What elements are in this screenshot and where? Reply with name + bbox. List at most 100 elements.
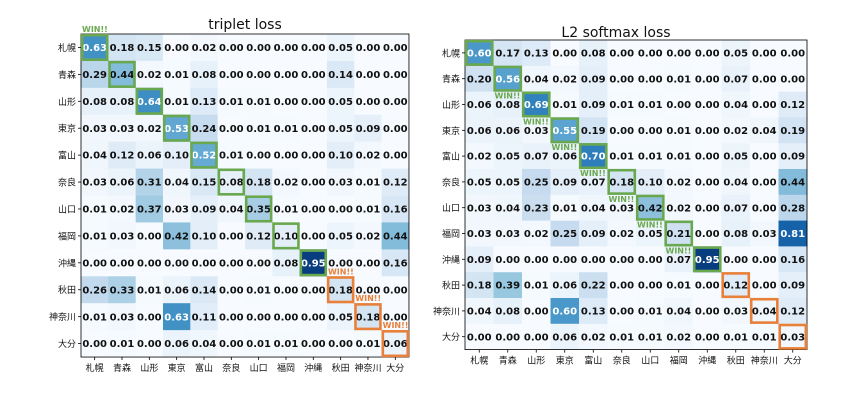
heatmap-cell — [579, 143, 608, 170]
win-highlight-box — [80, 33, 109, 62]
cell-value-label: 0.00 — [524, 255, 549, 266]
heatmap-cell — [381, 222, 410, 250]
heatmap-cell — [550, 220, 580, 247]
heatmap-cell — [664, 220, 694, 247]
y-tick-label: 沖縄 — [58, 257, 76, 269]
win-label: WIN!! — [495, 92, 521, 101]
heatmap-cell — [693, 272, 722, 299]
heatmap-cell — [522, 323, 551, 350]
heatmap-cell — [579, 220, 608, 247]
cell-value-label: 0.05 — [495, 178, 520, 189]
cell-value-label: 0.00 — [695, 74, 720, 85]
cell-value-label: 0.04 — [752, 126, 777, 137]
cell-value-label: 0.00 — [383, 124, 408, 135]
heatmap-cell — [522, 272, 551, 299]
cell-value-label: 0.01 — [164, 70, 189, 81]
heatmap-cell — [135, 276, 164, 304]
heatmap-cell — [522, 194, 551, 221]
cell-value-label: 0.52 — [192, 151, 217, 162]
cell-value-label: 0.01 — [524, 281, 549, 292]
cell-value-label: 0.00 — [274, 312, 299, 323]
heatmap-cell — [721, 117, 751, 144]
cell-value-label: 0.01 — [164, 97, 189, 108]
cell-value-label: 0.02 — [356, 151, 381, 162]
plot-frame — [80, 33, 410, 358]
cell-value-label: 0.09 — [356, 124, 381, 135]
plot-frame — [464, 39, 808, 351]
cell-value-label: 0.01 — [82, 232, 107, 243]
heatmap-cell — [579, 91, 608, 118]
heatmap-cell — [81, 60, 109, 89]
cell-value-label: 0.08 — [723, 229, 748, 240]
cell-value-label: 0.02 — [723, 126, 748, 137]
y-tick-label: 奈良 — [58, 177, 76, 189]
heatmap-cell — [135, 114, 164, 143]
cell-value-label: 0.00 — [638, 49, 663, 60]
heatmap-cell — [162, 168, 191, 196]
x-tick-label: 山口 — [641, 356, 659, 367]
cell-value-label: 0.01 — [82, 312, 107, 323]
heatmap-cell — [636, 65, 665, 92]
heatmap-cell — [135, 330, 164, 358]
cell-value-label: 0.00 — [666, 49, 691, 60]
heatmap-cell — [721, 298, 751, 325]
win-highlight-box — [299, 249, 328, 277]
cell-value-label: 0.00 — [356, 43, 381, 54]
heatmap-cell — [108, 330, 137, 358]
heatmap-cell — [326, 114, 355, 143]
heatmap-cell — [299, 168, 328, 196]
cell-value-label: 0.00 — [301, 43, 326, 54]
heatmap-cell — [135, 303, 164, 331]
x-tick-label: 札幌 — [470, 355, 488, 367]
x-tick-label: 神奈川 — [751, 355, 778, 367]
heatmap-cell — [190, 87, 219, 116]
cell-value-label: 0.08 — [274, 258, 299, 269]
heatmap-cell — [162, 222, 191, 250]
cell-value-label: 0.44 — [383, 232, 408, 243]
cell-value-label: 0.00 — [752, 178, 777, 189]
heatmap-cell — [190, 222, 219, 250]
cell-value-label: 0.00 — [638, 281, 663, 292]
heatmap-cell — [244, 34, 273, 62]
heatmap-cell — [162, 303, 191, 331]
heatmap-cell — [272, 34, 301, 62]
cell-value-label: 0.60 — [467, 49, 492, 60]
cell-value-label: 0.03 — [110, 312, 135, 323]
cell-value-label: 0.00 — [137, 258, 162, 269]
cell-value-label: 0.64 — [137, 97, 162, 108]
heatmap-cell — [522, 169, 551, 196]
x-tick-label: 富山 — [195, 362, 213, 374]
heatmap-cell — [381, 195, 410, 223]
heatmap-cell — [190, 303, 219, 331]
cell-value-label: 0.01 — [666, 74, 691, 85]
heatmap-cell — [636, 40, 665, 67]
cell-value-label: 0.02 — [467, 152, 492, 163]
y-tick-label: 福岡 — [442, 228, 460, 240]
cell-value-label: 0.00 — [752, 203, 777, 214]
heatmap-cell — [778, 194, 808, 221]
cell-value-label: 0.14 — [328, 70, 353, 81]
cell-value-label: 0.00 — [752, 74, 777, 85]
cell-value-label: 0.55 — [552, 126, 577, 137]
cell-value-label: 0.08 — [581, 49, 606, 60]
cell-value-label: 0.06 — [552, 332, 577, 343]
lose-highlight-box — [326, 276, 355, 304]
cell-value-label: 0.04 — [164, 178, 189, 189]
heatmap-cell — [636, 298, 665, 325]
cell-value-label: 0.00 — [137, 339, 162, 350]
cell-value-label: 0.13 — [581, 307, 606, 318]
heatmap-cell — [522, 143, 551, 170]
heatmap-cell — [354, 114, 383, 143]
cell-value-label: 0.33 — [110, 285, 135, 296]
cell-value-label: 0.09 — [581, 100, 606, 111]
cell-value-label: 0.00 — [328, 205, 353, 216]
y-tick-label: 大分 — [58, 338, 76, 350]
cell-value-label: 0.08 — [495, 100, 520, 111]
cell-value-label: 0.70 — [581, 152, 606, 163]
heatmap-cell — [636, 117, 665, 144]
cell-value-label: 0.03 — [723, 307, 748, 318]
heatmap-cell — [272, 195, 301, 223]
triplet-loss-panel: triplet loss 0.63 0.18 0.15 0.00 0.02 0.00 0.0… — [49, 17, 410, 374]
cell-value-label: 0.00 — [383, 312, 408, 323]
